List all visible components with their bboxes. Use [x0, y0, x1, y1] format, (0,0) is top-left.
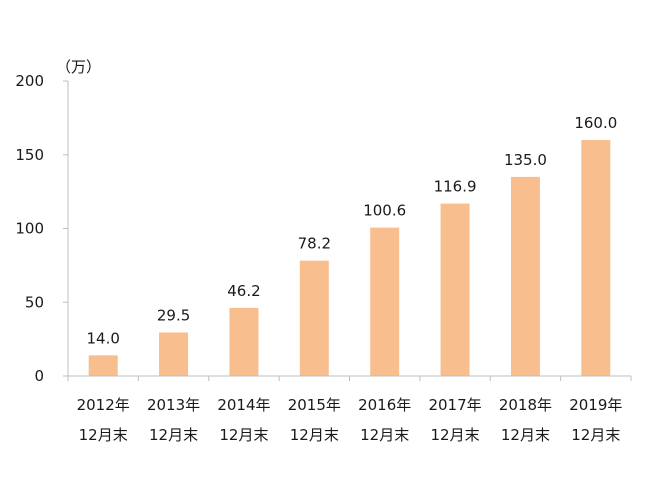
y-tick-label: 200 [15, 72, 44, 90]
bar-value-label: 160.0 [574, 114, 617, 132]
bar [440, 203, 470, 376]
bar-value-label: 100.6 [363, 202, 406, 220]
bar-value-label: 14.0 [86, 329, 119, 347]
x-tick-label: 12月末 [431, 426, 480, 444]
axes [67, 81, 632, 381]
y-tick-label: 100 [15, 220, 44, 238]
x-tick-label: 2014年 [217, 396, 270, 414]
data-labels: 14.0 29.5 46.2 78.2 100.6 116.9 135.0 160.0 [86, 114, 617, 347]
x-tick-label: 2015年 [288, 396, 341, 414]
bar [159, 332, 189, 376]
bar-value-label: 78.2 [298, 235, 331, 253]
bar [370, 227, 400, 376]
bar-value-label: 116.9 [434, 178, 477, 196]
bar-value-label: 29.5 [157, 306, 190, 324]
bar-value-label: 46.2 [227, 282, 260, 300]
bar [229, 307, 259, 376]
bar-value-label: 135.0 [504, 151, 547, 169]
bar [88, 355, 118, 376]
x-tick-label: 12月末 [79, 426, 128, 444]
x-tick-label: 12月末 [219, 426, 268, 444]
x-tick-label: 12月末 [571, 426, 620, 444]
y-tick-label: 50 [25, 293, 44, 311]
y-tick-label: 150 [15, 146, 44, 164]
x-tick-label: 2016年 [358, 396, 411, 414]
bar [510, 176, 540, 376]
y-axis-ticks: 0 50 100 150 200 [15, 72, 68, 385]
x-tick-label: 2013年 [147, 396, 200, 414]
bar [299, 260, 329, 376]
x-tick-label: 12月末 [290, 426, 339, 444]
y-axis-unit-label: （万） [56, 58, 101, 76]
x-axis-tick-labels: 2012年 12月末 2013年 12月末 2014年 12月末 2015年 12月末 2016… [77, 396, 623, 444]
x-tick-label: 2012年 [77, 396, 130, 414]
x-tick-label: 12月末 [501, 426, 550, 444]
bar-series [88, 140, 611, 376]
x-tick-label: 2019年 [569, 396, 622, 414]
y-tick-label: 0 [34, 367, 44, 385]
x-tick-label: 2018年 [499, 396, 552, 414]
bar [581, 140, 611, 376]
x-tick-label: 12月末 [360, 426, 409, 444]
x-tick-label: 2017年 [428, 396, 481, 414]
x-tick-label: 12月末 [149, 426, 198, 444]
